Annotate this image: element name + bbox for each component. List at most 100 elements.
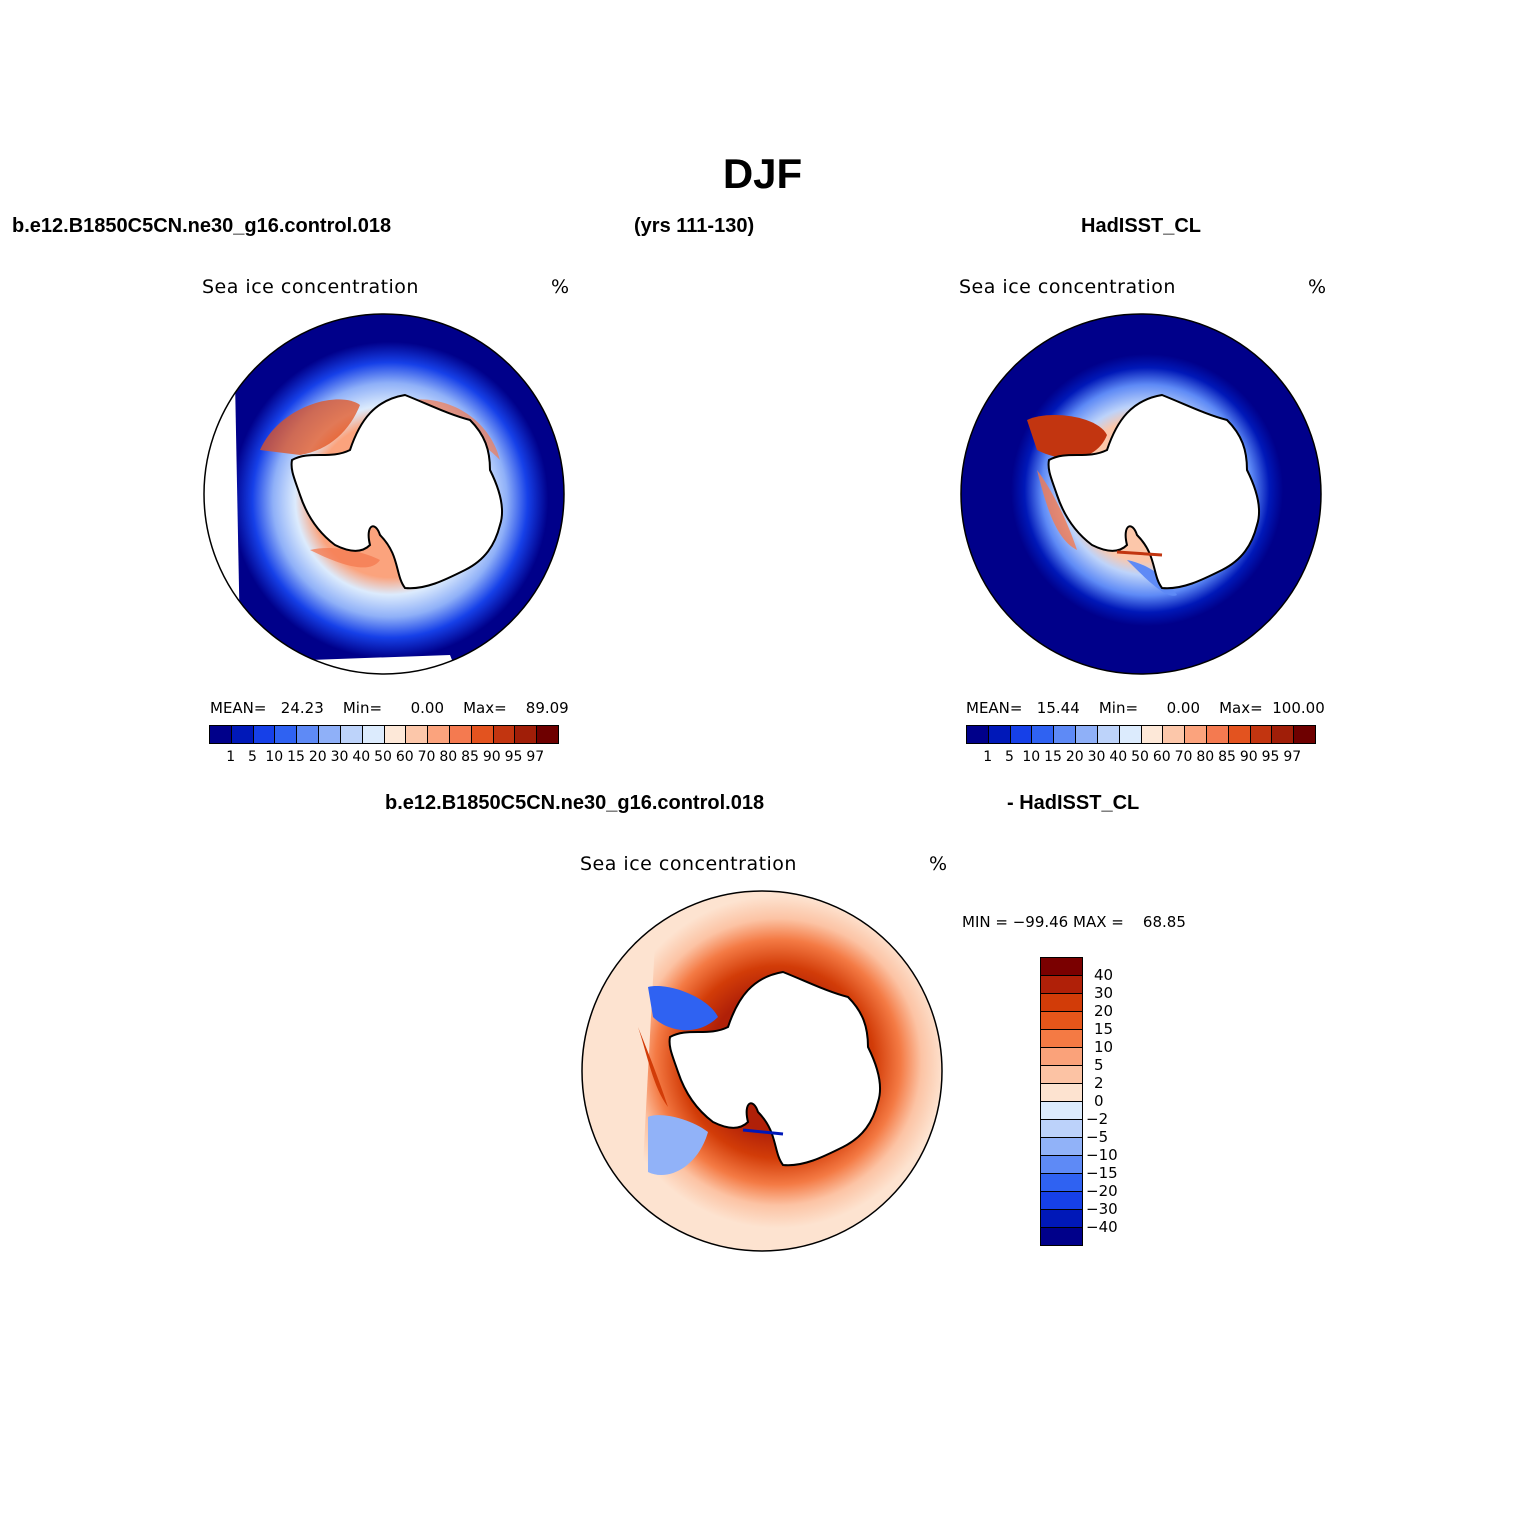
colorbar-swatch	[340, 726, 363, 743]
colorbar-swatch	[1250, 726, 1273, 743]
colorbar-swatch	[1041, 1048, 1082, 1066]
colorbar-swatch	[1041, 958, 1082, 976]
obs-mean-value: 15.44	[1036, 699, 1080, 717]
colorbar-swatch	[1294, 726, 1315, 743]
colorbar-tick-label: 15	[1094, 1020, 1114, 1038]
colorbar-swatch	[362, 726, 385, 743]
colorbar-tick-label: 60	[395, 749, 414, 765]
colorbar-tick-label: −20	[1086, 1182, 1118, 1200]
colorbar-swatch	[1119, 726, 1142, 743]
model-colorbar-ticks: 1 5 10 15 20 30 40 50 60 70 80 85 90 95 97	[209, 749, 557, 767]
model-polar-map	[203, 313, 565, 675]
colorbar-tick-label: 40	[1094, 966, 1114, 984]
diff-right-label: - HadISST_CL	[1007, 792, 1140, 814]
colorbar-tick-label: 90	[482, 749, 501, 765]
colorbar-swatch	[1206, 726, 1229, 743]
colorbar-tick-label: 20	[308, 749, 327, 765]
colorbar-swatch	[1041, 1012, 1082, 1030]
colorbar-swatch	[1097, 726, 1120, 743]
colorbar-tick-label: −5	[1086, 1128, 1109, 1146]
model-units-label: %	[551, 276, 570, 298]
obs-mean-label: MEAN=	[966, 699, 1023, 717]
diff-variable-label: Sea ice concentration	[580, 853, 797, 875]
diff-polar-map	[581, 890, 943, 1252]
colorbar-tick-label: 85	[461, 749, 479, 765]
obs-name-label: HadISST_CL	[1081, 215, 1202, 237]
colorbar-swatch	[1041, 1210, 1082, 1228]
colorbar-swatch	[406, 726, 429, 743]
colorbar-swatch	[1041, 1084, 1082, 1102]
colorbar-swatch	[537, 726, 558, 743]
obs-min-label: Min=	[1098, 699, 1139, 717]
colorbar-swatch	[1185, 726, 1207, 743]
diff-max-label: MAX =	[1073, 913, 1124, 931]
colorbar-tick-label: 85	[1218, 749, 1236, 765]
case-name-label: b.e12.B1850C5CN.ne30_g16.control.018	[12, 215, 392, 237]
colorbar-swatch	[493, 726, 516, 743]
colorbar-tick-label: 1	[226, 749, 236, 765]
page-title: DJF	[722, 150, 803, 197]
colorbar-swatch	[253, 726, 276, 743]
colorbar-swatch	[1041, 976, 1082, 994]
model-variable-label: Sea ice concentration	[202, 276, 419, 298]
colorbar-swatch	[1041, 1120, 1082, 1138]
colorbar-tick-label: −10	[1086, 1146, 1118, 1164]
colorbar-tick-label: 70	[417, 749, 436, 765]
colorbar-swatch	[471, 726, 494, 743]
colorbar-tick-label: 95	[504, 749, 523, 765]
colorbar-tick-label: 2	[1094, 1074, 1104, 1092]
colorbar-swatch	[1041, 1174, 1082, 1192]
colorbar-tick-label: 40	[1109, 749, 1128, 765]
colorbar-tick-label: 40	[352, 749, 371, 765]
antarctica-landmass	[290, 393, 503, 590]
model-mean-label: MEAN=	[210, 699, 267, 717]
antarctica-landmass	[1047, 393, 1260, 590]
model-max-value: 89.09	[525, 699, 569, 717]
model-mean-value: 24.23	[280, 699, 324, 717]
colorbar-tick-label: 90	[1239, 749, 1258, 765]
colorbar-tick-label: 97	[1283, 749, 1302, 765]
obs-colorbar	[966, 725, 1316, 744]
colorbar-tick-label: 80	[1196, 749, 1215, 765]
years-label: (yrs 111-130)	[634, 215, 755, 237]
colorbar-tick-label: 50	[1131, 749, 1149, 765]
antarctica-landmass	[668, 970, 881, 1167]
colorbar-swatch	[1041, 1066, 1082, 1084]
colorbar-tick-label: −30	[1086, 1200, 1118, 1218]
model-min-label: Min=	[342, 699, 383, 717]
diff-units-label: %	[929, 853, 948, 875]
colorbar-tick-label: 95	[1261, 749, 1280, 765]
colorbar-swatch	[1272, 726, 1295, 743]
colorbar-swatch	[515, 726, 538, 743]
obs-variable-label: Sea ice concentration	[959, 276, 1176, 298]
colorbar-swatch	[1032, 726, 1055, 743]
colorbar-swatch	[449, 726, 472, 743]
colorbar-swatch	[1041, 1192, 1082, 1210]
colorbar-swatch	[988, 726, 1011, 743]
colorbar-swatch	[1041, 1102, 1082, 1120]
colorbar-swatch	[967, 726, 989, 743]
colorbar-swatch	[1041, 994, 1082, 1012]
colorbar-tick-label: 97	[526, 749, 545, 765]
colorbar-tick-label: 80	[439, 749, 458, 765]
obs-colorbar-ticks: 1 5 10 15 20 30 40 50 60 70 80 85 90 95 97	[966, 749, 1314, 767]
colorbar-tick-label: 1	[983, 749, 993, 765]
colorbar-swatch	[1228, 726, 1251, 743]
colorbar-tick-label: −40	[1086, 1218, 1118, 1236]
colorbar-swatch	[1041, 1228, 1082, 1245]
colorbar-swatch	[297, 726, 320, 743]
colorbar-swatch	[1141, 726, 1164, 743]
diff-min-value: −99.46	[1012, 913, 1069, 931]
colorbar-tick-label: 20	[1094, 1002, 1114, 1020]
diff-min-label: MIN =	[962, 913, 1008, 931]
colorbar-tick-label: 5	[1005, 749, 1014, 765]
model-colorbar	[209, 725, 559, 744]
colorbar-swatch	[384, 726, 407, 743]
colorbar-tick-label: 10	[1022, 749, 1041, 765]
colorbar-tick-label: 10	[1094, 1038, 1114, 1056]
colorbar-swatch	[1054, 726, 1077, 743]
colorbar-tick-label: 15	[287, 749, 305, 765]
model-min-value: 0.00	[410, 699, 445, 717]
colorbar-tick-label: 30	[1087, 749, 1106, 765]
diff-colorbar-ticks: 40 30 20 15 10 5 2 0 −2 −5 −10 −15 −20 −30 −40	[1086, 957, 1150, 1247]
